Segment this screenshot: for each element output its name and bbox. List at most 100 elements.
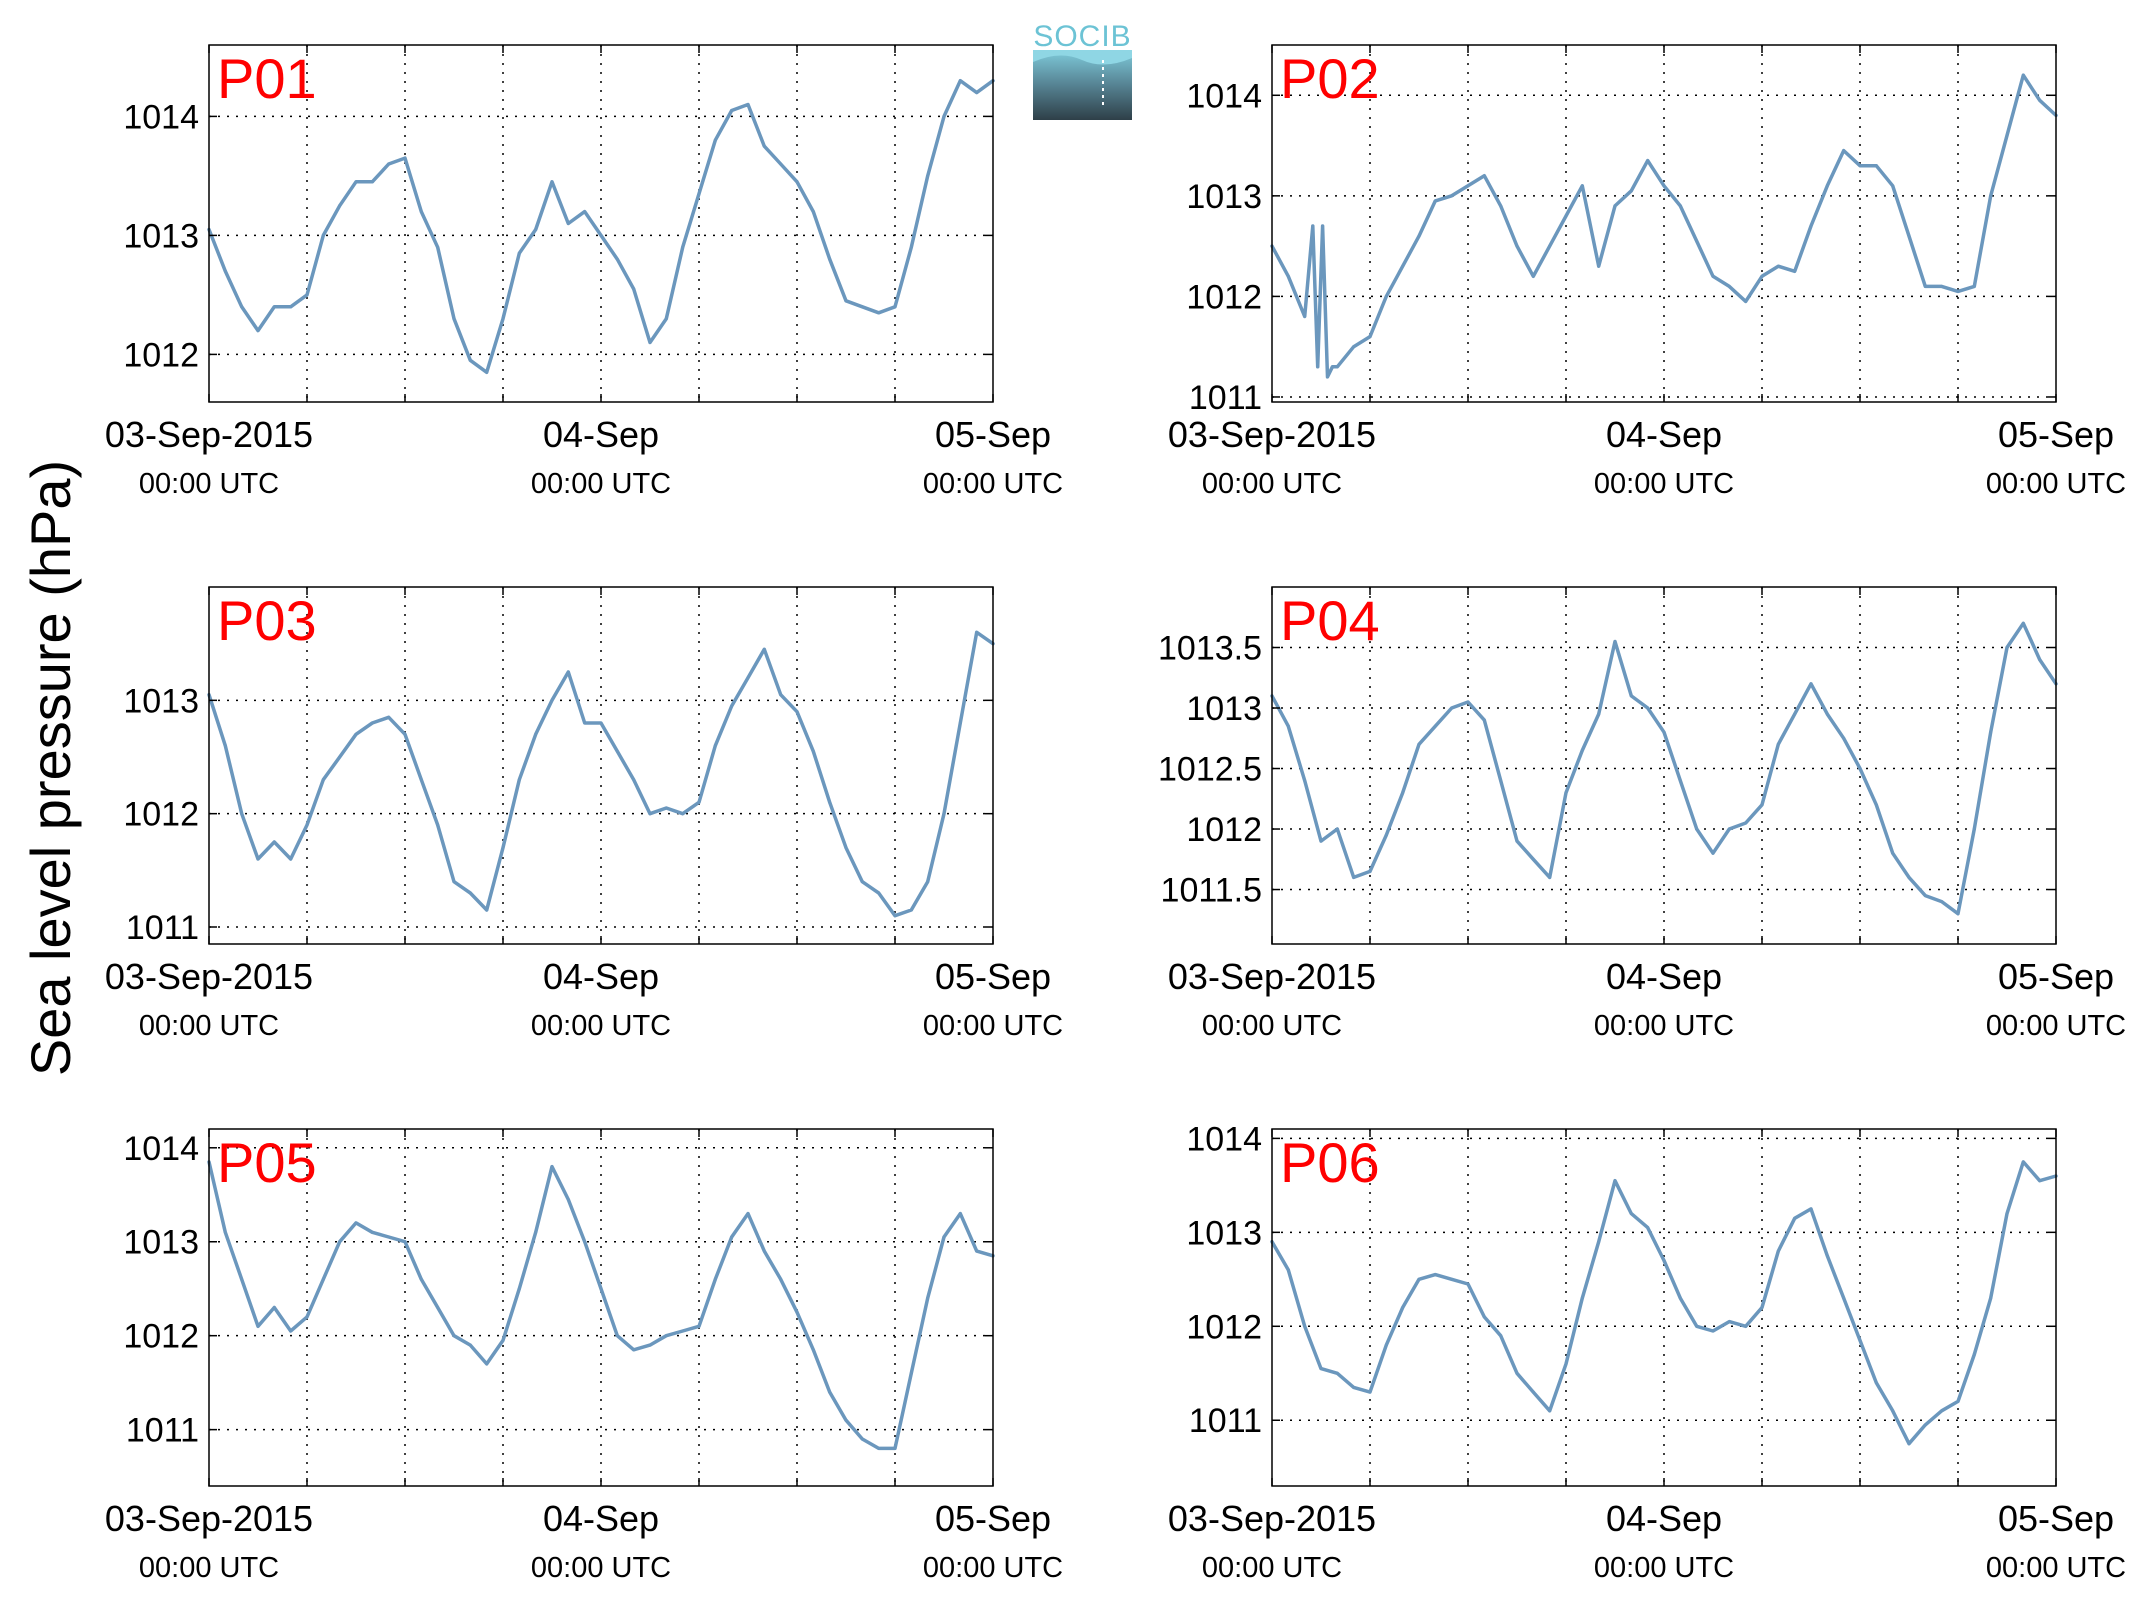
data-point: [1433, 199, 1437, 203]
x-tick-label: 04-Sep: [543, 1498, 659, 1539]
data-point: [1825, 1254, 1829, 1258]
data-point: [583, 210, 587, 214]
data-point: [1678, 779, 1682, 783]
data-point: [338, 1240, 342, 1244]
data-point: [1662, 1259, 1666, 1263]
data-point: [1662, 730, 1666, 734]
data-point: [485, 908, 489, 912]
data-point: [1940, 1409, 1944, 1413]
data-point: [1303, 1324, 1307, 1328]
data-point: [1923, 284, 1927, 288]
data-point: [1825, 184, 1829, 188]
data-point: [697, 1324, 701, 1328]
data-point: [1793, 1216, 1797, 1220]
data-point: [1597, 712, 1601, 716]
data-point: [681, 1329, 685, 1333]
data-point: [909, 1371, 913, 1375]
y-tick-label: 1011: [126, 909, 199, 947]
data-point: [1303, 779, 1307, 783]
data-point: [779, 693, 783, 697]
x-tick-label: 03-Sep-2015: [105, 1498, 313, 1539]
chart-panel-p01: 1012 1013 1014 03-Sep-2015 00:00 UTC 04-Sep 00…: [105, 44, 1063, 500]
data-point: [419, 778, 423, 782]
data-point: [1580, 1296, 1584, 1300]
panel-label: P02: [1280, 47, 1380, 110]
data-point: [1891, 1409, 1895, 1413]
data-point: [370, 1230, 374, 1234]
data-point: [697, 800, 701, 804]
data-point: [1450, 194, 1454, 198]
data-point: [877, 1446, 881, 1450]
data-point: [501, 1338, 505, 1342]
data-point: [860, 305, 864, 309]
data-point: [730, 108, 734, 112]
y-tick-label: 1013: [123, 682, 199, 720]
data-point: [1662, 184, 1666, 188]
x-tick-label: 04-Sep: [543, 414, 659, 455]
x-tick-label: 03-Sep-2015: [1168, 1498, 1376, 1539]
data-point: [1711, 851, 1715, 855]
data-point: [566, 670, 570, 674]
data-point: [1286, 1268, 1290, 1272]
data-point: [387, 1235, 391, 1239]
data-point: [926, 1296, 930, 1300]
panel-label: P05: [217, 1131, 317, 1194]
data-point: [387, 715, 391, 719]
data-point: [2005, 134, 2009, 138]
x-tick-sublabel: 00:00 UTC: [139, 1010, 279, 1042]
data-point: [1597, 1240, 1601, 1244]
data-point: [1466, 184, 1470, 188]
data-point: [860, 1437, 864, 1441]
data-point: [321, 233, 325, 237]
data-point: [681, 812, 685, 816]
plot-area: [209, 45, 993, 402]
data-point: [223, 269, 227, 273]
data-point: [1956, 289, 1960, 293]
y-tick-label: 1013: [1186, 178, 1262, 216]
data-point: [975, 91, 979, 95]
x-tick-sublabel: 00:00 UTC: [139, 1552, 279, 1584]
x-tick-label: 04-Sep: [543, 956, 659, 997]
data-point: [370, 721, 374, 725]
data-point: [1613, 1179, 1617, 1183]
data-point: [1940, 900, 1944, 904]
data-point: [1286, 724, 1290, 728]
data-point: [664, 317, 668, 321]
x-tick-sublabel: 00:00 UTC: [923, 468, 1063, 500]
plot-area: [1272, 1129, 2056, 1486]
data-point: [1515, 839, 1519, 843]
data-point: [550, 698, 554, 702]
data-point: [1776, 742, 1780, 746]
data-point: [713, 744, 717, 748]
data-point: [762, 144, 766, 148]
x-tick-sublabel: 00:00 UTC: [923, 1010, 1063, 1042]
data-point: [1842, 736, 1846, 740]
x-tick-label: 03-Sep-2015: [1168, 956, 1376, 997]
data-point: [942, 114, 946, 118]
data-point: [566, 1197, 570, 1201]
data-point: [1711, 274, 1715, 278]
data-point: [828, 257, 832, 261]
data-point: [1482, 1315, 1486, 1319]
data-point: [1776, 264, 1780, 268]
data-point: [1923, 894, 1927, 898]
data-point: [1727, 284, 1731, 288]
y-tick-label: 1012: [123, 1318, 199, 1356]
data-point: [452, 317, 456, 321]
data-point: [1842, 1296, 1846, 1300]
data-point: [632, 287, 636, 291]
data-point: [1989, 1296, 1993, 1300]
x-tick-label: 03-Sep-2015: [1168, 414, 1376, 455]
data-point: [1401, 791, 1405, 795]
data-point: [2038, 98, 2042, 102]
y-tick-label: 1011.5: [1161, 872, 1262, 910]
data-point: [403, 732, 407, 736]
data-point: [1466, 1282, 1470, 1286]
data-point: [746, 103, 750, 106]
x-tick-label: 04-Sep: [1606, 1498, 1722, 1539]
data-point: [289, 305, 293, 309]
data-point: [1891, 184, 1895, 188]
y-tick-label: 1011: [1189, 1402, 1262, 1440]
data-point: [1727, 827, 1731, 831]
data-point: [1515, 1371, 1519, 1375]
